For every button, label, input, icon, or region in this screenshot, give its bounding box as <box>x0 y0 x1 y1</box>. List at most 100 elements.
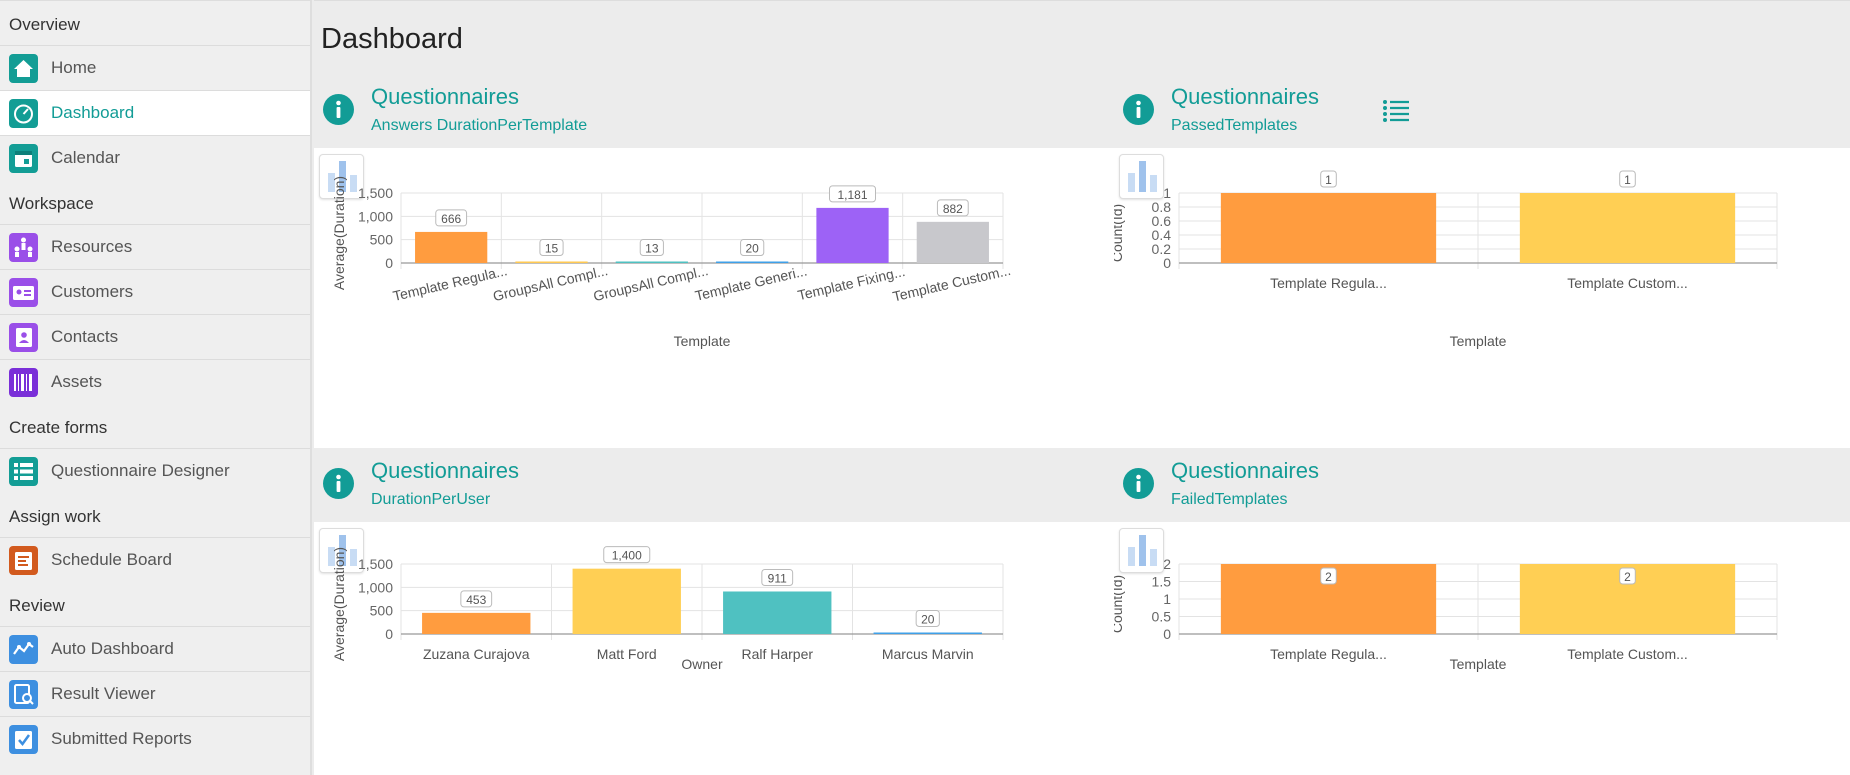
y-tick-label: 0.6 <box>1152 213 1172 229</box>
svg-text:911: 911 <box>768 571 787 585</box>
x-tick-label: Template Regula... <box>1270 646 1387 662</box>
x-tick-label: GroupsAll Compl... <box>592 262 710 304</box>
x-axis-title: Owner <box>681 656 723 672</box>
svg-text:453: 453 <box>466 593 486 607</box>
sidebar-item-label: Questionnaire Designer <box>51 461 230 480</box>
bar[interactable] <box>916 221 989 263</box>
x-tick-label: Template Regula... <box>391 262 508 304</box>
panel-header-failed-templates: Questionnaires FailedTemplates <box>1114 452 1850 524</box>
panel-title: Questionnaires <box>371 84 519 109</box>
sidebar-item-submitted-reports[interactable]: Submitted Reports <box>0 716 310 761</box>
x-tick-label: Template Custom... <box>891 262 1012 305</box>
x-tick-label: Template Custom... <box>1567 646 1688 662</box>
assets-barcode-icon <box>9 367 38 397</box>
submitted-reports-icon <box>9 724 38 754</box>
y-tick-label: 0.8 <box>1152 199 1172 215</box>
x-tick-label: Template Generi... <box>694 262 809 303</box>
sidebar-section-title: Overview <box>9 15 80 34</box>
data-label: 911 <box>761 568 794 586</box>
panel-subtitle[interactable]: PassedTemplates <box>1171 117 1298 134</box>
sidebar: Overview Home Dashboard Calendar Workspace Re… <box>0 0 312 775</box>
bar-chart: 0 500 1,000 1,500 453 Zuzana Curajova 1,400 Mat… <box>331 546 1004 672</box>
y-tick-label: 500 <box>370 603 394 619</box>
sidebar-item-calendar[interactable]: Calendar <box>0 135 310 180</box>
chart-type-icon[interactable] <box>1119 154 1164 199</box>
panel-subtitle[interactable]: Answers DurationPerTemplate <box>371 117 588 134</box>
dashboard-gauge-icon <box>9 98 38 128</box>
sidebar-item-resources[interactable]: Resources <box>0 224 310 269</box>
y-tick-label: 1,500 <box>358 556 393 572</box>
bar[interactable] <box>415 231 488 263</box>
bar[interactable] <box>615 261 688 264</box>
sidebar-item-assets[interactable]: Assets <box>0 359 310 404</box>
data-label: 453 <box>460 590 493 608</box>
info-icon[interactable] <box>1123 94 1154 125</box>
bar[interactable] <box>572 568 681 634</box>
sidebar-section-title: Workspace <box>9 194 94 213</box>
bar[interactable] <box>422 612 531 634</box>
y-axis-title: Count(Id) <box>1114 575 1125 633</box>
sidebar-item-label: Dashboard <box>51 103 135 122</box>
chart-type-icon[interactable] <box>319 528 364 573</box>
y-tick-label: 1 <box>1163 591 1171 607</box>
bar[interactable] <box>515 261 588 264</box>
data-label: 20 <box>915 610 940 627</box>
chart-type-icon[interactable] <box>1119 528 1164 573</box>
info-icon[interactable] <box>1123 468 1154 499</box>
y-tick-label: 0 <box>385 255 393 271</box>
data-label: 15 <box>539 239 564 256</box>
panel-title: Questionnaires <box>1171 84 1319 109</box>
y-tick-label: 500 <box>370 232 394 248</box>
bar[interactable] <box>716 261 789 264</box>
bar[interactable] <box>873 632 982 635</box>
info-icon[interactable] <box>323 94 354 125</box>
y-axis-title: Average(Duration) <box>331 176 347 290</box>
x-tick-label: Template Fixing... <box>796 263 907 303</box>
bar[interactable] <box>1519 193 1736 263</box>
sidebar-item-home[interactable]: Home <box>0 45 310 90</box>
svg-text:2: 2 <box>1624 570 1631 584</box>
sidebar-item-dashboard[interactable]: Dashboard <box>0 90 310 135</box>
bar-chart: 0 500 1,000 1,500 666 Template Regula... 15 Gro… <box>331 176 1012 349</box>
svg-text:15: 15 <box>545 242 559 256</box>
list-view-icon[interactable] <box>1382 98 1410 129</box>
panel-subtitle[interactable]: FailedTemplates <box>1171 491 1288 508</box>
svg-text:882: 882 <box>943 202 963 216</box>
y-tick-label: 1.5 <box>1152 574 1172 590</box>
sidebar-section-title: Assign work <box>9 507 101 526</box>
data-label: 666 <box>435 209 468 227</box>
chart-panel-duration-per-template: 0 500 1,000 1,500 666 Template Regula... 15 Gro… <box>314 148 1114 448</box>
customers-card-icon <box>9 277 38 307</box>
y-tick-label: 0 <box>385 626 393 642</box>
panel-header-duration-per-user: Questionnaires DurationPerUser <box>314 452 1074 524</box>
result-viewer-icon <box>9 679 38 709</box>
y-tick-label: 1,000 <box>358 579 393 595</box>
sidebar-item-label: Schedule Board <box>51 550 172 569</box>
svg-text:1,400: 1,400 <box>612 549 642 563</box>
panel-subtitle[interactable]: DurationPerUser <box>371 491 491 508</box>
y-tick-label: 0 <box>1163 626 1171 642</box>
sidebar-item-label: Customers <box>51 282 134 301</box>
bar[interactable] <box>723 591 832 634</box>
auto-dashboard-icon <box>9 634 38 664</box>
chart-type-icon[interactable] <box>319 154 364 199</box>
y-tick-label: 0.5 <box>1152 609 1172 625</box>
data-label: 882 <box>936 199 969 217</box>
x-tick-label: Template Custom... <box>1567 275 1688 291</box>
sidebar-item-contacts[interactable]: Contacts <box>0 314 310 359</box>
sidebar-item-result-viewer[interactable]: Result Viewer <box>0 671 310 716</box>
info-icon[interactable] <box>323 468 354 499</box>
x-tick-label: Ralf Harper <box>741 646 813 662</box>
sidebar-item-customers[interactable]: Customers <box>0 269 310 314</box>
x-axis-title: Template <box>674 333 731 349</box>
sidebar-item-auto-dashboard[interactable]: Auto Dashboard <box>0 626 310 671</box>
svg-text:13: 13 <box>645 242 659 256</box>
y-tick-label: 1 <box>1163 185 1171 201</box>
bar[interactable] <box>1220 193 1437 263</box>
sidebar-item-schedule-board[interactable]: Schedule Board <box>0 537 310 582</box>
bar[interactable] <box>816 207 889 263</box>
sidebar-item-questionnaire-designer[interactable]: Questionnaire Designer <box>0 448 310 493</box>
x-axis-title: Template <box>1450 333 1507 349</box>
sidebar-item-label: Home <box>51 58 97 77</box>
x-axis-title: Template <box>1450 656 1507 672</box>
